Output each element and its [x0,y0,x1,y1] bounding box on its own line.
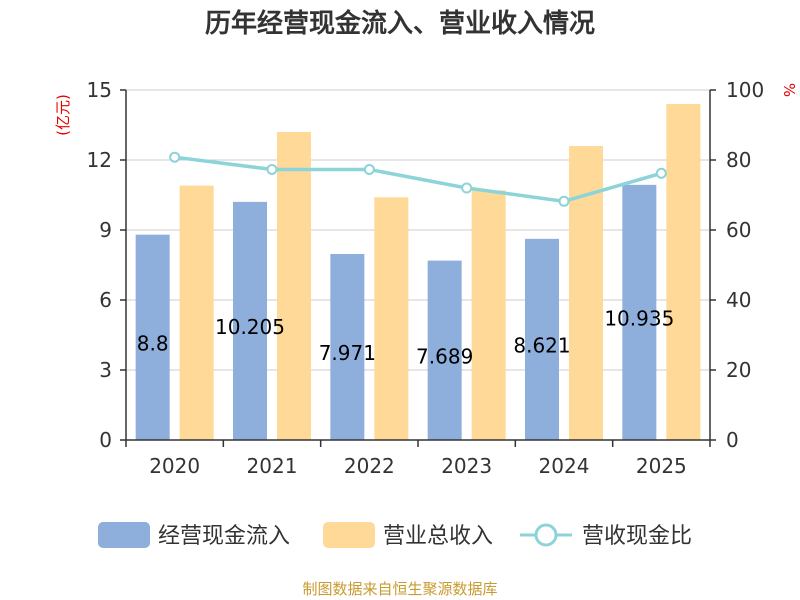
bar-cash-inflow-2021[interactable] [233,201,267,440]
left-axis-tick-label: 3 [99,358,112,382]
ratio-point-2021[interactable] [266,163,278,175]
bar-labels: 8.8 10.205 7.971 7.689 8.621 10.935 [137,306,675,368]
right-axis-tick-label: 80 [726,148,751,172]
gridlines [126,89,710,371]
x-axis-tick-label: 2025 [636,454,687,478]
ratio-point-2024[interactable] [558,195,570,207]
ratio-line [174,155,662,204]
right-axis-tick-label: 60 [726,218,751,242]
bars [135,104,701,440]
bar-label-cash-inflow-2020: 8.8 [137,331,169,355]
ratio-line-series [169,151,667,207]
bar-label-cash-inflow-2024: 8.621 [513,333,570,357]
left-axis-tick-label: 0 [99,428,112,452]
bar-cash-inflow-2025[interactable] [622,184,657,440]
x-axis-tick-label: 2021 [247,454,298,478]
bar-revenue-2021[interactable] [277,132,311,440]
legend-swatch-revenue[interactable] [323,522,375,548]
bar-cash-inflow-2023[interactable] [427,260,462,440]
right-axis-tick-label: 0 [726,428,739,452]
bar-label-cash-inflow-2025: 10.935 [604,306,674,330]
bar-label-cash-inflow-2022: 7.971 [319,341,376,365]
left-axis-unit: (亿元) [54,94,72,136]
right-axis-unit: % [780,83,798,97]
right-axis-tick-label: 100 [726,78,764,102]
ratio-point-2020[interactable] [169,151,181,163]
right-axis-tick-label: 20 [726,358,751,382]
x-axis-tick-label: 2020 [149,454,200,478]
left-axis-tick-label: 9 [99,218,112,242]
bar-revenue-2022[interactable] [374,197,409,440]
ratio-point-2025[interactable] [655,167,667,179]
legend-swatch-cash-inflow[interactable] [98,522,150,548]
bar-cash-inflow-2022[interactable] [330,254,365,440]
legend-label-cash-inflow[interactable]: 经营现金流入 [158,524,290,549]
left-axis-tick-label: 15 [87,78,112,102]
legend: 经营现金流入 营业总收入 营收现金比 [98,522,692,549]
chart-title: 历年经营现金流入、营业收入情况 [205,8,595,39]
bar-label-cash-inflow-2021: 10.205 [215,315,285,339]
bar-revenue-2025[interactable] [666,104,701,440]
x-axis-tick-label: 2022 [344,454,395,478]
ratio-point-2022[interactable] [363,163,375,175]
legend-label-revenue[interactable]: 营业总收入 [383,524,493,549]
left-axis-tick-label: 6 [99,288,112,312]
bar-revenue-2020[interactable] [179,185,214,440]
source-note: 制图数据来自恒生聚源数据库 [302,580,497,598]
ratio-point-2023[interactable] [461,182,473,194]
bar-revenue-2023[interactable] [471,190,506,440]
bar-cash-inflow-2020[interactable] [135,234,170,440]
legend-swatch-ratio-marker[interactable] [534,523,558,547]
bar-label-cash-inflow-2023: 7.689 [416,344,473,368]
axes: 0 3 6 9 12 15 0 20 40 60 80 100 2020 2021 2022 2023 2024… [87,78,765,478]
x-axis-tick-label: 2023 [441,454,492,478]
right-axis-tick-label: 40 [726,288,751,312]
left-axis-tick-label: 12 [87,148,112,172]
bar-cash-inflow-2024[interactable] [525,238,559,440]
x-axis-tick-label: 2024 [539,454,590,478]
legend-label-ratio[interactable]: 营收现金比 [582,524,692,549]
